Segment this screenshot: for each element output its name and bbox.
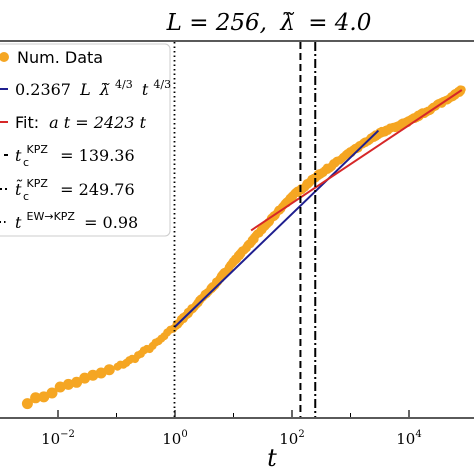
ttc-sub: c: [23, 190, 29, 203]
tc-base: t: [15, 146, 22, 165]
data-point: [103, 364, 115, 376]
fit-formula: a t = 2423 t: [49, 113, 146, 132]
legend-label-ttc: t̃ KPZ c = 249.76: [15, 172, 135, 204]
legend-label-tc: t KPZ c = 139.36: [15, 138, 135, 170]
legend-label-fit: Fit: a t = 2423 t: [15, 113, 147, 132]
tc-sup: KPZ: [27, 143, 49, 156]
data-point: [71, 376, 83, 388]
legend-label-tew: t EW→KPZ = 0.98: [15, 205, 138, 232]
powerlaw-t: t: [142, 80, 149, 99]
legend-marker-num-data: [0, 52, 9, 62]
title-right: = 4.0: [308, 10, 371, 36]
x-tick-label: 102: [279, 429, 304, 448]
legend: Num. Data 0.2367 L λ̃ 4/3 t 4/3 Fit: a t…: [0, 43, 171, 237]
tc-value: = 139.36: [60, 146, 134, 165]
x-tick-label: 100: [162, 429, 187, 448]
ttc-value: = 249.76: [60, 180, 134, 199]
powerlaw-lambda: λ̃: [99, 80, 110, 99]
data-point: [30, 392, 42, 404]
tew-value: = 0.98: [84, 213, 138, 232]
powerlaw-line: [173, 129, 380, 328]
x-ticks: 10−2 100 102 104: [41, 410, 422, 448]
ttc-base: t̃: [15, 179, 23, 199]
tew-sup: EW→KPZ: [27, 210, 76, 223]
data-point: [21, 398, 33, 410]
ttc-sup: KPZ: [27, 177, 49, 190]
powerlaw-coef: 0.2367: [15, 80, 71, 99]
powerlaw-lambda-exp: 4/3: [115, 78, 133, 91]
legend-box: [0, 43, 171, 237]
x-tick-label: 10−2: [41, 429, 75, 448]
x-tick-label: 104: [396, 429, 421, 448]
plot-layer: [21, 42, 466, 417]
powerlaw-t-exp: 4/3: [153, 78, 171, 91]
fit-line: [250, 89, 463, 232]
legend-label-num-data: Num. Data: [17, 48, 103, 67]
legend-label-powerlaw: 0.2367 L λ̃ 4/3 t 4/3: [15, 73, 171, 99]
x-axis-label: t: [267, 444, 277, 472]
plot-frame: [0, 40, 474, 419]
data-point: [38, 391, 50, 403]
powerlaw-L: L: [79, 80, 91, 99]
chart-title: L = 256, λ̃ = 4.0: [166, 10, 372, 36]
fit-prefix: Fit:: [15, 113, 39, 132]
tew-base: t: [15, 213, 22, 232]
title-lambda: λ̃: [279, 10, 295, 36]
data-point: [46, 387, 58, 399]
tc-sub: c: [23, 156, 29, 169]
title-left: L = 256,: [166, 10, 267, 36]
